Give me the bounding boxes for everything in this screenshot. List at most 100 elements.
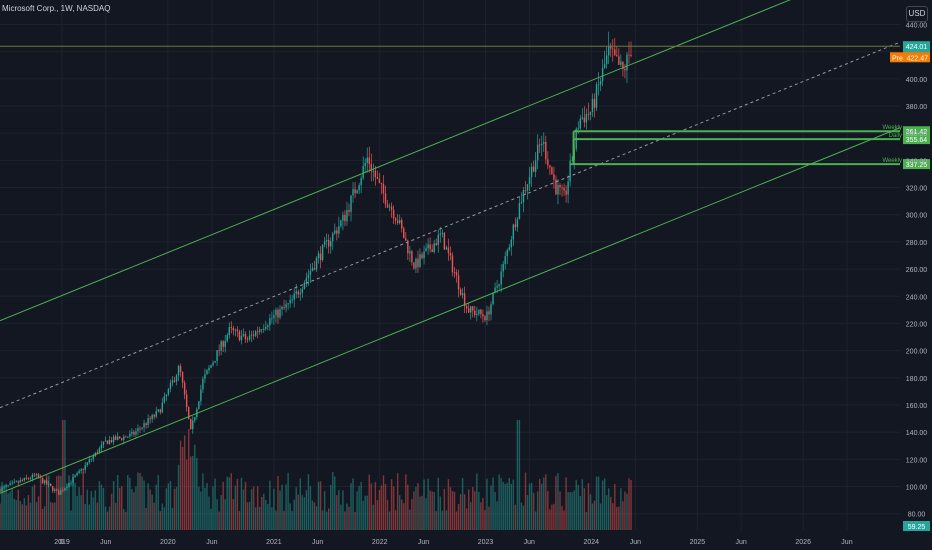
candle-body (167, 388, 170, 395)
candle-body (409, 251, 411, 254)
candle-body (618, 56, 620, 65)
candle-body (303, 282, 306, 289)
candle-body (366, 157, 368, 163)
volume-bar (323, 491, 326, 530)
volume-bar (141, 476, 143, 530)
volume-bar (106, 511, 109, 530)
y-tick-label: 320.00 (906, 186, 928, 193)
candle-body (108, 440, 111, 444)
volume-bar (151, 494, 153, 530)
volume-bar (100, 484, 103, 530)
candle-body (530, 166, 533, 178)
volume-bar (127, 475, 129, 530)
candle-body (271, 318, 273, 319)
x-tick-label: Jun (312, 539, 323, 546)
candle-body (354, 189, 356, 194)
volume-bar (214, 478, 216, 530)
candle-body (230, 327, 233, 328)
volume-bar (114, 502, 117, 530)
y-tick-label: 440.00 (906, 22, 928, 29)
volume-bar (7, 493, 9, 530)
candle-body (287, 303, 289, 305)
candle-body (74, 475, 76, 478)
candle-body (78, 470, 80, 473)
volume-bar (84, 504, 86, 530)
candle-body (569, 160, 571, 182)
candle-body (259, 329, 261, 332)
candle-body (250, 334, 253, 336)
candle-body (551, 167, 553, 175)
candle-body (388, 206, 391, 208)
candle-body (403, 228, 405, 239)
volume-bar (236, 478, 239, 530)
volume-bar (285, 484, 287, 530)
y-tick-label: 160.00 (906, 403, 928, 410)
candle-body (222, 341, 224, 347)
volume-bar (41, 508, 44, 530)
volume-bar (119, 487, 121, 530)
currency-button[interactable]: USD (906, 6, 928, 22)
x-tick-label: 2020 (160, 539, 176, 546)
candle-body (289, 299, 291, 304)
candle-body (33, 474, 36, 476)
volume-bar (614, 484, 616, 530)
volume-bar (390, 479, 393, 530)
volume-bar (242, 489, 245, 530)
volume-bar (47, 475, 50, 530)
candle-body (31, 474, 34, 479)
candle-body (27, 478, 30, 480)
symbol-title[interactable]: Microsoft Corp., 1W, NASDAQ (2, 4, 111, 13)
candle-body (35, 474, 38, 476)
candle-body (610, 45, 612, 49)
candle-body (216, 350, 218, 362)
candle-body (147, 418, 149, 425)
candle-body (92, 455, 95, 459)
volume-bar (399, 495, 401, 530)
channel-middle-line (0, 41, 901, 409)
volume-bar (494, 491, 496, 530)
volume-bar (102, 487, 105, 530)
volume-bar (595, 476, 598, 530)
candle-body (605, 55, 608, 65)
candle-body (321, 244, 324, 261)
candle-body (565, 190, 567, 195)
candle-body (612, 48, 614, 50)
candle-body (370, 164, 373, 172)
volume-bar (155, 484, 157, 530)
x-tick-label: Jun (630, 539, 641, 546)
volume-bar (125, 511, 127, 530)
volume-bar (520, 502, 523, 530)
volume-bar (612, 503, 614, 530)
volume-bar (459, 494, 462, 530)
candle-body (252, 334, 255, 336)
volume-bar (68, 475, 70, 530)
candle-body (313, 268, 316, 270)
candle-body (171, 380, 174, 383)
volume-bar (336, 495, 338, 530)
candle-body (441, 232, 444, 234)
candle-body (492, 292, 494, 305)
candle-body (431, 249, 433, 253)
volume-bar (269, 480, 271, 530)
volume-bar (35, 501, 38, 530)
volume-bar (575, 479, 577, 530)
x-tick-label: Jun (418, 539, 429, 546)
volume-bar (187, 429, 190, 530)
candle-body (488, 311, 490, 315)
candle-body (472, 306, 474, 311)
volume-bar (417, 483, 419, 530)
candle-body (502, 263, 504, 272)
volume-bar (116, 474, 119, 530)
volume-bar (13, 498, 15, 530)
volume-bar (567, 492, 569, 530)
candle-body (84, 465, 86, 470)
candle-body (327, 240, 330, 247)
volume-bar (196, 457, 198, 530)
candle-body (626, 54, 628, 71)
volume-bar (368, 474, 370, 530)
candle-body (198, 401, 200, 410)
candle-body (135, 431, 137, 435)
candle-body (541, 143, 543, 145)
volume-bar (616, 506, 618, 530)
